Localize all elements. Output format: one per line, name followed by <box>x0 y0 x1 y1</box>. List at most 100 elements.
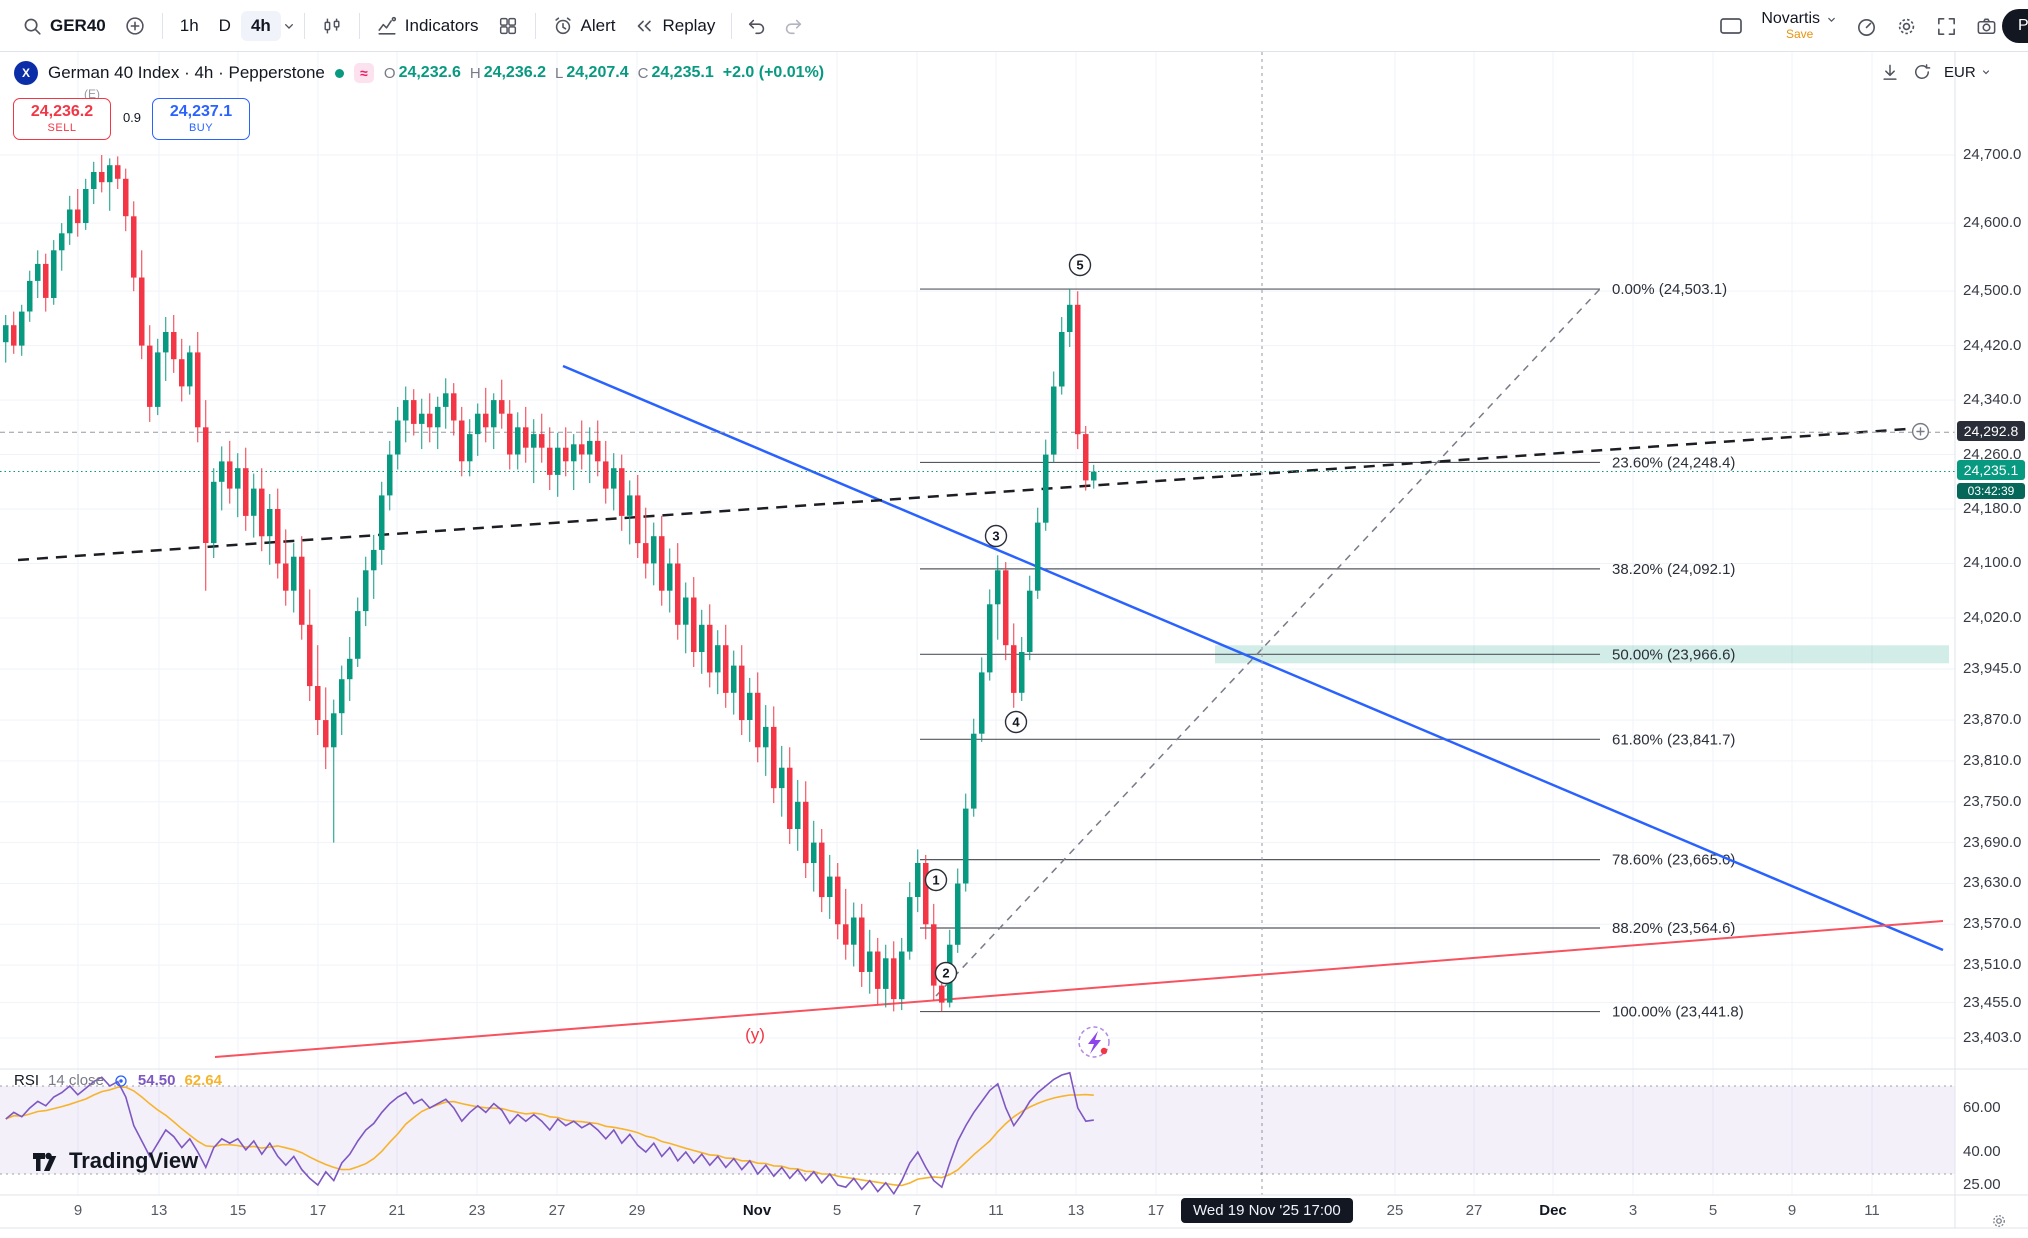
rsi-legend: RSI 14 close 54.50 62.64 <box>14 1072 222 1089</box>
elliott-wave-4[interactable]: 4 <box>1004 710 1028 734</box>
chart-legend: X German 40 Index · 4h · Pepperstone ≈ O… <box>14 61 824 85</box>
symbol-logo-icon: X <box>14 61 38 85</box>
legend-title[interactable]: German 40 Index · 4h · Pepperstone <box>48 63 325 82</box>
tradingview-logo-text: TradingView <box>69 1148 199 1173</box>
rsi-ma-line <box>5 1086 1094 1187</box>
search-icon <box>21 15 43 37</box>
lightning-marker[interactable] <box>1078 1026 1110 1058</box>
top-toolbar: GER40 1h D 4h Indicators Alert <box>0 0 2028 52</box>
buy-label: BUY <box>188 121 214 134</box>
high-value: 24,236.2 <box>483 64 546 81</box>
elliott-wave-2[interactable]: 2 <box>934 961 958 985</box>
chart-style-button[interactable] <box>312 10 352 42</box>
trendline-support-red[interactable] <box>214 920 1944 1058</box>
fib-label: 100.00% (23,441.8) <box>1612 1004 1744 1021</box>
elliott-wave-3[interactable]: 3 <box>984 524 1008 548</box>
undo-icon[interactable] <box>739 15 775 37</box>
replay-button[interactable]: Replay <box>624 10 724 42</box>
ohlc-values: O 24,232.6 H 24,236.2 L 24,207.4 C 24,235.1 … <box>384 64 824 82</box>
axis-header: EUR <box>1880 62 1992 82</box>
indicators-icon <box>376 15 398 37</box>
replay-label: Replay <box>662 15 716 35</box>
last-price-tag: 24,235.1 <box>1957 460 2025 480</box>
add-order-plus-icon[interactable] <box>1910 421 1931 447</box>
axis-settings-gear-icon[interactable] <box>1990 1212 2008 1235</box>
plus-circle-icon <box>124 15 146 37</box>
sell-label: SELL <box>47 121 77 134</box>
fib-label: 61.80% (23,841.7) <box>1612 731 1735 748</box>
rsi-title[interactable]: RSI <box>14 1072 40 1089</box>
currency-dropdown[interactable]: EUR <box>1944 64 1992 81</box>
tradingview-logo[interactable]: TradingView <box>30 1146 198 1176</box>
trendline-resistance-blue[interactable] <box>562 364 1944 952</box>
toolbar-separator <box>358 12 360 39</box>
gridlines <box>0 52 1955 1195</box>
interval-menu-chevron-icon[interactable] <box>281 18 297 34</box>
symbol-search-button[interactable]: GER40 <box>12 10 115 42</box>
market-status-icon[interactable] <box>334 68 344 78</box>
toolbar-separator <box>534 12 536 39</box>
svg-text:3: 3 <box>992 529 999 544</box>
close-label: C <box>637 64 649 82</box>
fib-retracement[interactable]: 0.00% (24,503.1) 23.60% (24,248.4) 38.20% … <box>920 281 1949 1021</box>
layout-name-button[interactable]: Novartis Save <box>1761 10 1838 42</box>
rsi-params: 14 close <box>48 1072 104 1089</box>
interval-1h[interactable]: 1h <box>179 15 199 35</box>
camera-icon[interactable] <box>1975 15 1998 38</box>
data-mode-icon[interactable]: ≈ <box>353 63 374 83</box>
refresh-icon[interactable] <box>1912 62 1932 82</box>
tradingview-logo-icon <box>30 1146 60 1176</box>
save-label[interactable]: Save <box>1785 27 1814 42</box>
svg-text:5: 5 <box>1076 258 1083 273</box>
fib-label: 50.00% (23,966.6) <box>1612 646 1735 663</box>
rsi-signal-value: 62.64 <box>184 1072 222 1089</box>
wave-y-label[interactable]: (y) <box>745 1025 765 1044</box>
close-value: 24,235.1 <box>651 64 714 81</box>
settings-gear-icon[interactable] <box>1895 15 1918 38</box>
alert-clock-icon <box>552 15 574 37</box>
fib-label: 38.20% (24,092.1) <box>1612 561 1735 578</box>
svg-text:2: 2 <box>942 966 949 981</box>
layout-grid-icon <box>497 15 519 37</box>
chevron-down-icon <box>1825 13 1838 26</box>
low-value: 24,207.4 <box>566 64 629 81</box>
buy-button[interactable]: 24,237.1 BUY <box>152 98 250 140</box>
open-value: 24,232.6 <box>398 64 461 81</box>
toolbar-separator <box>303 12 305 39</box>
alert-button[interactable]: Alert <box>543 10 625 42</box>
svg-text:4: 4 <box>1012 715 1020 730</box>
compare-add-button[interactable] <box>115 10 155 42</box>
interval-d[interactable]: D <box>218 15 231 35</box>
trendline-dashed-black[interactable] <box>17 426 1923 562</box>
indicators-button[interactable]: Indicators <box>367 10 488 42</box>
rsi-indicator <box>0 1071 1955 1196</box>
scroll-to-recent-icon[interactable] <box>1880 62 1900 82</box>
elliott-wave-1[interactable]: 1 <box>924 868 948 892</box>
layout-select-icon[interactable] <box>1718 14 1744 38</box>
trendline-price-tag: 24,292.8 <box>1957 421 2025 441</box>
fib-label: 23.60% (24,248.4) <box>1612 454 1735 471</box>
currency-label: EUR <box>1944 63 1976 81</box>
toolbar-separator <box>731 12 733 39</box>
indicator-templates-button[interactable] <box>488 10 528 42</box>
redo-icon[interactable] <box>775 15 811 37</box>
sell-button[interactable]: 24,236.2 SELL <box>13 98 111 140</box>
rsi-line <box>5 1071 1094 1196</box>
low-label: L <box>554 64 564 82</box>
fullscreen-icon[interactable] <box>1935 15 1958 38</box>
elliott-wave-5[interactable]: 5 <box>1068 253 1092 277</box>
projection-dashed-gray[interactable] <box>935 288 1601 997</box>
layout-name: Novartis <box>1761 9 1820 27</box>
rsi-settings-icon[interactable] <box>113 1073 129 1089</box>
interval-4h[interactable]: 4h <box>240 10 281 41</box>
buy-price: 24,237.1 <box>169 103 233 121</box>
session-flag: (E) <box>84 87 100 101</box>
rsi-value: 54.50 <box>137 1072 176 1089</box>
gauge-icon[interactable] <box>1855 15 1878 38</box>
high-label: H <box>469 64 481 82</box>
alert-label: Alert <box>580 15 616 35</box>
svg-text:1: 1 <box>932 873 939 888</box>
open-label: O <box>383 64 396 82</box>
publish-button[interactable]: Pub <box>2002 9 2028 43</box>
